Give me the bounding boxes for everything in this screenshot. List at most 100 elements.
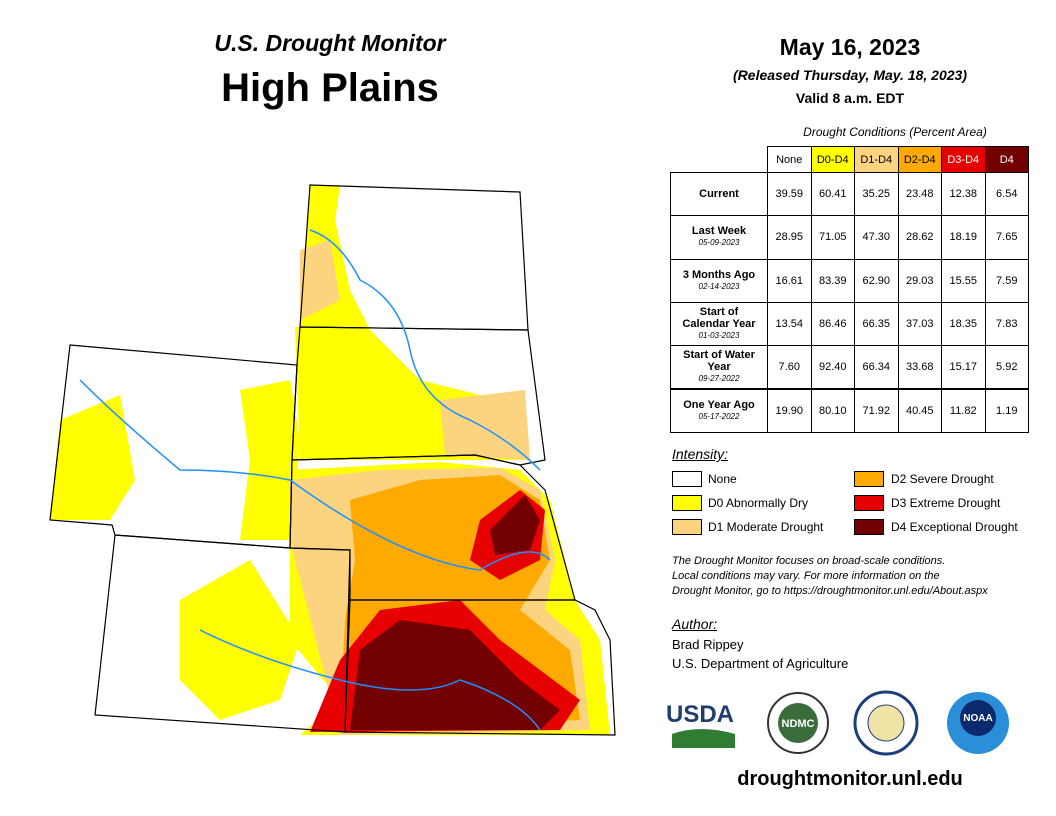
- rivers: [79, 229, 551, 731]
- row-label: Start of Calendar Year 01-03-2023: [670, 301, 768, 347]
- legend-label: D2 Severe Drought: [891, 472, 994, 486]
- table-cell: 29.03: [897, 258, 942, 303]
- table-cell: 7.65: [984, 215, 1029, 260]
- column-header: D2-D4: [897, 146, 942, 173]
- ndmc-inner: [778, 703, 818, 743]
- doc-seal-inner: [867, 704, 905, 742]
- note-line: Drought Monitor, go to https://droughtmo…: [672, 585, 988, 597]
- row-label-text: 3 Months Ago: [682, 268, 756, 281]
- row-label-text: Start of Calendar Year: [682, 306, 756, 331]
- table-cell: 86.46: [810, 301, 855, 347]
- table-cell: 7.83: [984, 301, 1029, 347]
- row-label-text: Start of Water Year: [683, 349, 755, 374]
- ndmc-logo: NDMC: [782, 718, 815, 730]
- row-label-text: Current: [699, 188, 739, 201]
- released: (Released Thursday, May. 18, 2023): [733, 67, 967, 83]
- map: [49, 184, 616, 736]
- date: May 16, 2023: [779, 34, 921, 60]
- author-name: Brad Rippey: [672, 637, 744, 652]
- table-cell: 28.62: [897, 215, 942, 260]
- d0-area: [240, 380, 300, 540]
- table-cell: 71.05: [810, 215, 855, 260]
- column-header: D3-D4: [941, 146, 986, 173]
- subtitle: U.S. Drought Monitor: [214, 30, 446, 56]
- table-cell: 35.25: [854, 172, 899, 217]
- legend-label: D0 Abnormally Dry: [708, 496, 809, 510]
- drought-areas: [50, 185, 610, 735]
- table-cell: 83.39: [810, 258, 855, 303]
- usda-swoosh: [672, 729, 735, 748]
- note-line: Local conditions may vary. For more info…: [672, 570, 940, 582]
- legend-swatch: [672, 519, 702, 535]
- title: High Plains: [221, 66, 439, 110]
- table-cell: 28.95: [767, 215, 812, 260]
- legend-label: D1 Moderate Drought: [708, 520, 824, 534]
- legend-swatch: [672, 471, 702, 487]
- url: droughtmonitor.unl.edu: [737, 768, 963, 790]
- row-label: 3 Months Ago 02-14-2023: [670, 258, 768, 303]
- valid: Valid 8 a.m. EDT: [795, 90, 905, 106]
- author-org: U.S. Department of Agriculture: [672, 656, 849, 671]
- legend-label: None: [708, 472, 737, 486]
- d1-area: [300, 240, 340, 320]
- d4-area: [490, 495, 540, 555]
- table-cell: 1.19: [984, 388, 1029, 433]
- table-cell: 15.55: [941, 258, 986, 303]
- row-label: Last Week 05-09-2023: [670, 215, 768, 260]
- table-cell: 40.45: [897, 388, 942, 433]
- table-cell: 6.54: [984, 172, 1029, 217]
- table-cell: 60.41: [810, 172, 855, 217]
- table-cell: 18.35: [941, 301, 986, 347]
- table-cell: 16.61: [767, 258, 812, 303]
- arkansas-river: [199, 629, 541, 731]
- column-header: D1-D4: [854, 146, 899, 173]
- table-cell: 62.90: [854, 258, 899, 303]
- legend-swatch: [854, 495, 884, 511]
- table-cell: 33.68: [897, 345, 942, 390]
- table-cell: 37.03: [897, 301, 942, 347]
- legend-swatch: [854, 471, 884, 487]
- column-header: None: [767, 146, 812, 173]
- table-cell: 5.92: [984, 345, 1029, 390]
- d0-area: [50, 395, 135, 520]
- table-caption: Drought Conditions (Percent Area): [803, 125, 987, 139]
- table-cell: 47.30: [854, 215, 899, 260]
- logos: USDA NDMC NOAA: [666, 690, 1009, 756]
- table-cell: 11.82: [941, 388, 986, 433]
- legend-label: D4 Exceptional Drought: [891, 520, 1018, 534]
- row-date: 05-09-2023: [698, 238, 740, 248]
- table-cell: 7.60: [767, 345, 812, 390]
- row-date: 05-17-2022: [698, 411, 740, 421]
- legend-swatch: [854, 519, 884, 535]
- platte-river: [79, 379, 551, 571]
- row-label: One Year Ago 05-17-2022: [670, 388, 768, 433]
- row-date: 01-03-2023: [698, 331, 740, 341]
- note: The Drought Monitor focuses on broad-sca…: [672, 554, 988, 599]
- row-date: 02-14-2023: [698, 281, 740, 291]
- column-header: D4: [984, 146, 1029, 173]
- legend-swatch: [672, 495, 702, 511]
- table-cell: 19.90: [767, 388, 812, 433]
- missouri-river: [309, 229, 541, 471]
- row-label-text: One Year Ago: [683, 398, 755, 411]
- legend-title: Intensity:: [672, 446, 729, 462]
- table-cell: 80.10: [810, 388, 855, 433]
- table-cell: 15.17: [941, 345, 986, 390]
- table-cell: 18.19: [941, 215, 986, 260]
- table-cell: 66.35: [854, 301, 899, 347]
- table-cell: 71.92: [854, 388, 899, 433]
- row-label: Start of Water Year 09-27-2022: [670, 345, 768, 390]
- row-label: Current: [670, 172, 768, 217]
- author-title: Author:: [672, 616, 718, 632]
- d4-area: [350, 620, 560, 730]
- table-cell: 12.38: [941, 172, 986, 217]
- column-header: D0-D4: [810, 146, 855, 173]
- noaa-logo: NOAA: [963, 713, 992, 724]
- table-cell: 13.54: [767, 301, 812, 347]
- table-cell: 39.59: [767, 172, 812, 217]
- table-cell: 7.59: [984, 258, 1029, 303]
- table-cell: 23.48: [897, 172, 942, 217]
- state-wy: [49, 344, 298, 549]
- legend-label: D3 Extreme Drought: [891, 496, 1001, 510]
